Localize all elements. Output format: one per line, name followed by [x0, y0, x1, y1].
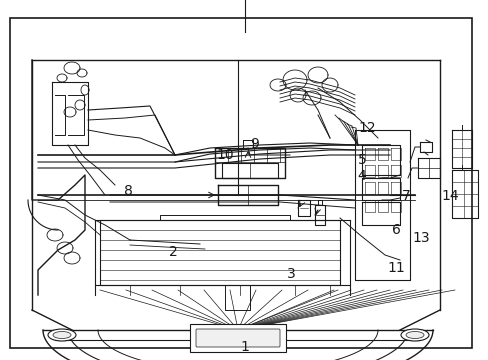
Text: 5: 5: [357, 153, 366, 167]
Text: 7: 7: [401, 189, 409, 203]
Ellipse shape: [48, 329, 76, 341]
Bar: [100, 220, 339, 285]
Text: 3: 3: [286, 267, 295, 280]
Text: 9: 9: [249, 137, 258, 151]
Ellipse shape: [53, 332, 71, 338]
Ellipse shape: [400, 329, 428, 341]
Text: 14: 14: [440, 189, 458, 203]
Text: 10: 10: [216, 148, 233, 162]
Text: 12: 12: [357, 121, 375, 135]
Ellipse shape: [405, 332, 423, 338]
Text: 13: 13: [412, 231, 429, 244]
Text: 4: 4: [357, 170, 366, 183]
Text: 2: 2: [169, 245, 178, 259]
FancyBboxPatch shape: [196, 329, 280, 347]
Bar: [190, 324, 285, 352]
Text: 8: 8: [123, 184, 132, 198]
Text: 11: 11: [386, 261, 404, 275]
Text: 1: 1: [240, 341, 248, 354]
Text: 6: 6: [391, 224, 400, 237]
